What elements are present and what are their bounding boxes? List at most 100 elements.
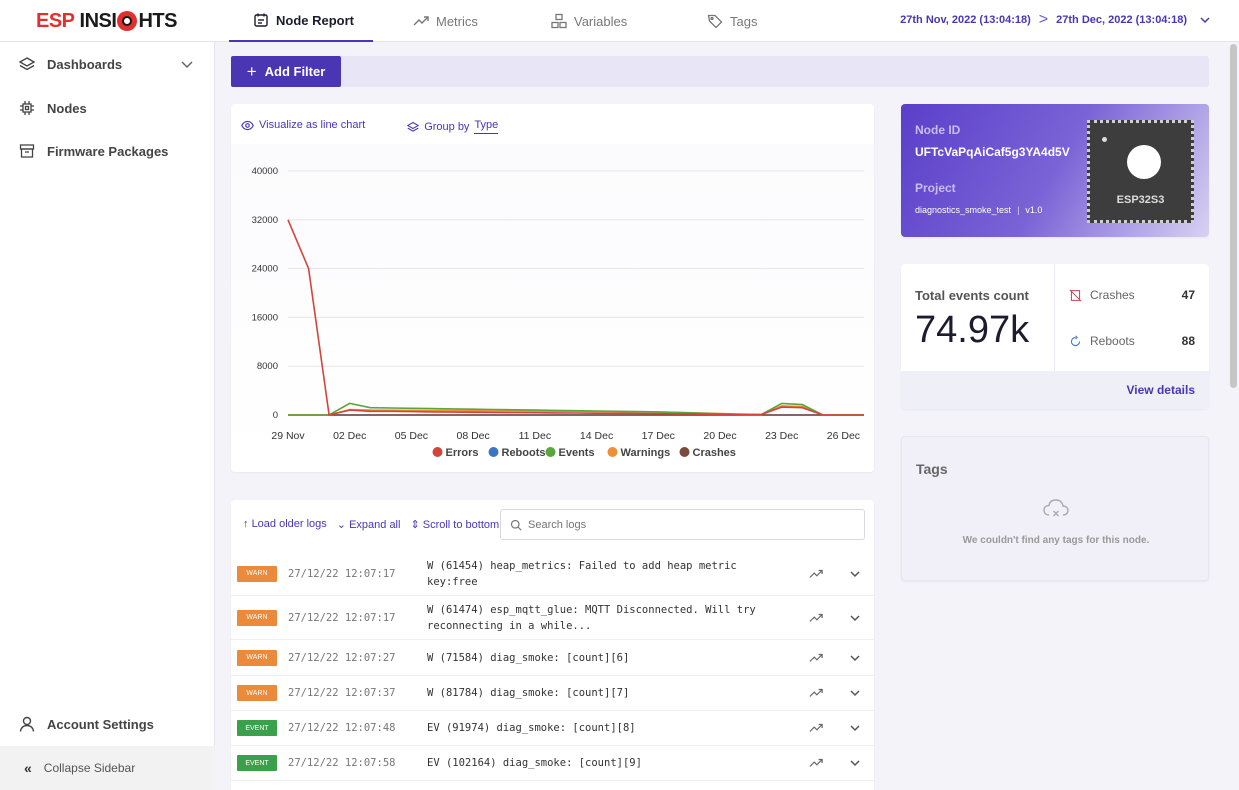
- tab-metrics[interactable]: Metrics: [413, 0, 478, 42]
- y-tick-label: 24000: [252, 264, 278, 275]
- log-timestamp: 27/12/22 12:07:27: [288, 651, 396, 664]
- trend-up-icon[interactable]: [809, 651, 823, 665]
- legend-label-events: Events: [559, 447, 595, 459]
- add-filter-button[interactable]: + Add Filter: [231, 56, 341, 87]
- log-row[interactable]: EVENT 27/12/22 12:07:48 EV (91974) diag_…: [231, 711, 874, 746]
- chart-card: Visualize as line chart Group by Type 0 8…: [231, 104, 874, 472]
- load-older-label: Load older logs: [251, 518, 327, 530]
- up-down-icon: ⇕: [410, 519, 420, 531]
- visualize-line-chart-toggle[interactable]: Visualize as line chart: [241, 116, 365, 134]
- trend-up-icon[interactable]: [809, 686, 823, 700]
- load-older-logs-button[interactable]: ↑ Load older logs: [243, 518, 327, 531]
- log-row[interactable]: WARN 27/12/22 12:07:17 W (61474) esp_mqt…: [231, 596, 874, 640]
- sidebar-item-firmware-packages[interactable]: Firmware Packages: [19, 143, 168, 159]
- trend-up-icon[interactable]: [809, 756, 823, 770]
- layers-icon: [19, 57, 35, 71]
- date-range-picker[interactable]: 27th Nov, 2022 (13:04:18) > 27th Dec, 20…: [900, 0, 1211, 40]
- chevron-down-icon[interactable]: [849, 568, 861, 580]
- log-message: W (61474) esp_mqtt_glue: MQTT Disconnect…: [427, 603, 756, 632]
- page-scrollbar[interactable]: [1230, 44, 1237, 388]
- log-timestamp: 27/12/22 12:07:37: [288, 687, 396, 699]
- chevron-down-icon: ⌄: [336, 519, 347, 531]
- archive-icon: [19, 144, 35, 158]
- trend-up-icon[interactable]: [809, 721, 823, 735]
- y-tick-label: 32000: [252, 215, 278, 226]
- tab-node-report[interactable]: Node Report: [229, 0, 373, 42]
- log-message: W (81784) diag_smoke: [count][7]: [427, 687, 630, 699]
- legend-label-reboots: Reboots: [502, 447, 546, 459]
- log-message: W (71584) diag_smoke: [count][6]: [427, 651, 630, 664]
- chip-label: ESP32S3: [1116, 194, 1165, 206]
- sidebar-item-account-settings[interactable]: Account Settings: [19, 716, 154, 732]
- events-summary-card: Total events count 74.97k Crashes 47 Reb…: [901, 264, 1209, 409]
- x-tick-label: 11 Dec: [519, 430, 552, 442]
- crashes-value: 47: [1181, 288, 1195, 302]
- user-icon: [19, 716, 35, 732]
- log-row[interactable]: WARN 27/12/22 12:07:27 W (71584) diag_sm…: [231, 640, 874, 676]
- date-end: 27th Dec, 2022 (13:04:18): [1056, 14, 1187, 26]
- log-search-box[interactable]: [500, 509, 865, 540]
- project-version: v1.0: [1025, 205, 1043, 215]
- tab-label: Metrics: [436, 13, 478, 29]
- chevron-down-icon[interactable]: [849, 757, 861, 769]
- total-events-value: 74.97k: [915, 309, 1030, 351]
- eye-icon: [241, 120, 254, 130]
- esp32s3-chip-image: ESP32S3: [1087, 120, 1194, 223]
- x-tick-label: 29 Nov: [271, 430, 305, 442]
- log-timestamp: 27/12/22 12:07:17: [288, 611, 396, 624]
- log-message: EV (91974) diag_smoke: [count][8]: [427, 722, 636, 734]
- collapse-sidebar-button[interactable]: « Collapse Sidebar: [0, 746, 215, 790]
- events-line-chart: 0 8000 16000 24000 32000 40000 29 Nov 02 Dec 05 …: [252, 166, 864, 459]
- group-by-selector[interactable]: Group by Type: [407, 119, 499, 134]
- project-label: Project: [915, 181, 956, 195]
- level-badge: EVENT: [237, 755, 277, 771]
- sidebar-item-nodes[interactable]: Nodes: [19, 100, 87, 116]
- chevron-down-icon[interactable]: [849, 722, 861, 734]
- series-line-errors: [287, 219, 864, 416]
- view-details-link[interactable]: View details: [1126, 383, 1195, 397]
- chevron-down-icon[interactable]: [849, 612, 861, 624]
- sidebar-item-dashboards[interactable]: Dashboards: [19, 56, 199, 72]
- esp-insights-logo[interactable]: ESP INSI HTS: [36, 8, 177, 34]
- collapse-label: Collapse Sidebar: [43, 761, 136, 775]
- tab-variables[interactable]: Variables: [551, 0, 627, 42]
- y-tick-label: 8000: [257, 361, 278, 372]
- chevron-down-icon: [1200, 17, 1210, 24]
- trend-up-icon[interactable]: [809, 567, 823, 581]
- log-row[interactable]: WARN 27/12/22 12:07:17 W (61454) heap_me…: [231, 552, 874, 596]
- chevron-down-icon[interactable]: [849, 687, 861, 699]
- chart-options: Visualize as line chart Group by Type: [241, 116, 499, 134]
- legend-label-errors: Errors: [446, 447, 479, 459]
- tab-tags[interactable]: Tags: [707, 0, 757, 42]
- date-start: 27th Nov, 2022 (13:04:18): [900, 14, 1031, 26]
- x-tick-label: 02 Dec: [333, 430, 366, 442]
- group-by-value: Type: [474, 119, 499, 134]
- x-tick-label: 23 Dec: [765, 430, 798, 442]
- log-toolbar: ↑ Load older logs ⌄ Expand all ⇕ Scroll …: [243, 518, 499, 531]
- level-badge: WARN: [237, 685, 277, 701]
- scroll-to-bottom-button[interactable]: ⇕ Scroll to bottom: [410, 518, 499, 531]
- search-logs-input[interactable]: [528, 518, 828, 531]
- log-row[interactable]: WARN 27/12/22 12:07:37 W (81784) diag_sm…: [231, 676, 874, 711]
- x-tick-label: 26 Dec: [827, 430, 860, 442]
- project-info: diagnostics_smoke_test | v1.0: [915, 205, 1042, 215]
- x-tick-label: 14 Dec: [580, 430, 613, 442]
- filter-bar: + Add Filter: [231, 56, 1209, 87]
- chevron-down-icon[interactable]: [849, 652, 861, 664]
- log-timestamp: 27/12/22 12:07:17: [288, 567, 396, 580]
- legend-marker-errors: [432, 447, 443, 457]
- project-name: diagnostics_smoke_test: [915, 205, 1012, 215]
- search-icon: [510, 519, 522, 531]
- tags-title: Tags: [916, 461, 948, 477]
- sidebar-item-label: Firmware Packages: [47, 143, 169, 159]
- expand-all-button[interactable]: ⌄ Expand all: [337, 518, 401, 531]
- log-row[interactable]: EVENT 27/12/22 12:07:58 EV (102164) diag…: [231, 746, 874, 781]
- add-filter-label: Add Filter: [264, 64, 326, 79]
- trend-up-icon[interactable]: [809, 611, 823, 625]
- x-tick-label: 17 Dec: [642, 430, 675, 442]
- reboot-icon: [1070, 334, 1081, 346]
- log-message: EV (102164) diag_smoke: [count][9]: [427, 757, 642, 769]
- x-tick-label: 05 Dec: [395, 430, 428, 442]
- y-tick-label: 0: [273, 410, 278, 421]
- reboots-value: 88: [1181, 334, 1195, 348]
